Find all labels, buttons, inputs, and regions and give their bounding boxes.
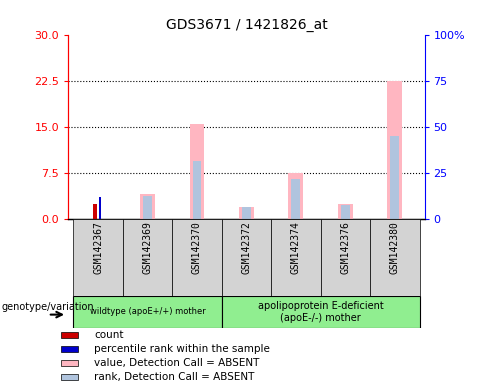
Bar: [387, 81, 402, 219]
Bar: [123, 219, 172, 296]
Bar: [338, 204, 353, 219]
Bar: [222, 219, 271, 296]
Bar: [288, 173, 304, 219]
Bar: [189, 124, 204, 219]
Bar: [192, 161, 202, 219]
Bar: [61, 333, 78, 338]
Text: GSM142374: GSM142374: [291, 221, 301, 274]
Text: rank, Detection Call = ABSENT: rank, Detection Call = ABSENT: [95, 372, 255, 382]
Text: value, Detection Call = ABSENT: value, Detection Call = ABSENT: [95, 358, 260, 368]
Bar: [61, 346, 78, 352]
Bar: [99, 197, 102, 219]
Title: GDS3671 / 1421826_at: GDS3671 / 1421826_at: [165, 18, 327, 32]
Bar: [61, 360, 78, 366]
Text: GSM142372: GSM142372: [242, 221, 251, 274]
Bar: [390, 136, 399, 219]
Bar: [370, 219, 420, 296]
Text: GSM142369: GSM142369: [142, 221, 152, 274]
Text: GSM142370: GSM142370: [192, 221, 202, 274]
Text: count: count: [95, 330, 124, 340]
Bar: [172, 219, 222, 296]
Bar: [321, 219, 370, 296]
Text: GSM142376: GSM142376: [341, 221, 350, 274]
Text: GSM142380: GSM142380: [390, 221, 400, 274]
Bar: [239, 207, 254, 219]
Bar: [61, 374, 78, 380]
Bar: [291, 179, 301, 219]
Bar: [73, 296, 222, 328]
Bar: [222, 296, 420, 328]
Bar: [143, 195, 152, 219]
Bar: [271, 219, 321, 296]
Text: wildtype (apoE+/+) mother: wildtype (apoE+/+) mother: [90, 308, 205, 316]
Bar: [73, 219, 123, 296]
Text: apolipoprotein E-deficient
(apoE-/-) mother: apolipoprotein E-deficient (apoE-/-) mot…: [258, 301, 384, 323]
Text: GSM142367: GSM142367: [93, 221, 103, 274]
Bar: [93, 204, 97, 219]
Text: genotype/variation: genotype/variation: [1, 302, 94, 312]
Text: percentile rank within the sample: percentile rank within the sample: [95, 344, 270, 354]
Bar: [140, 194, 155, 219]
Bar: [341, 205, 350, 219]
Bar: [242, 207, 251, 219]
